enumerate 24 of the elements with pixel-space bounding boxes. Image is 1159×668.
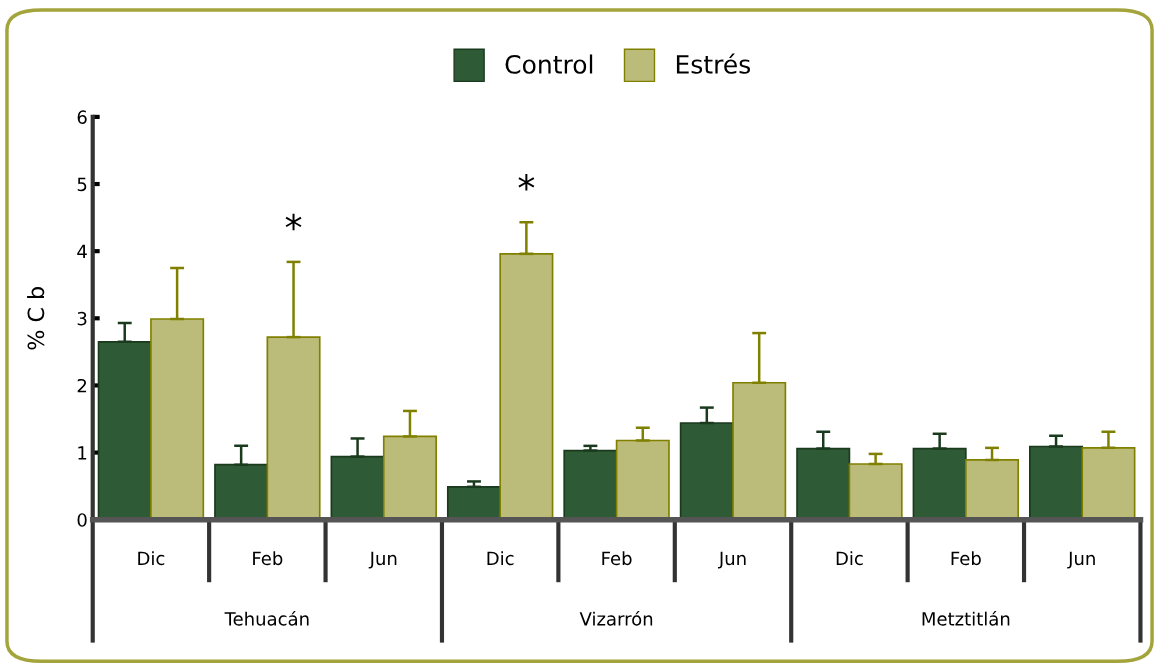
annotation: *	[518, 174, 535, 191]
y-tick-label: 1	[78, 446, 87, 460]
x-tick-label: Jun	[1067, 551, 1095, 569]
y-axis-title: % C b	[27, 287, 45, 350]
y-tick-label: 2	[77, 378, 87, 393]
text: Tehuacán	[224, 610, 309, 626]
x-tick-label: Feb	[253, 551, 283, 566]
y-tick-label: 4	[77, 244, 87, 259]
legend-label: Control	[505, 54, 593, 74]
text: Vizarrón	[579, 610, 653, 626]
text: Metztitlán	[922, 610, 1010, 626]
x-tick-label: Dic	[836, 551, 863, 566]
y-tick-label: 5	[77, 177, 87, 192]
x-tick-label: Jun	[368, 551, 397, 569]
annotation: *	[285, 213, 302, 231]
x-tick-label: Feb	[951, 551, 981, 566]
y-tick-label: 6	[77, 110, 87, 125]
x-tick-label: Dic	[487, 551, 514, 566]
x-tick-label: Feb	[602, 551, 632, 566]
x-tick-label: Dic	[138, 551, 165, 566]
y-tick-label: 3	[77, 311, 87, 326]
y-tick-label: 0	[77, 513, 87, 527]
x-tick-label: Jun	[717, 551, 746, 569]
legend-label: Estrés	[676, 53, 751, 74]
